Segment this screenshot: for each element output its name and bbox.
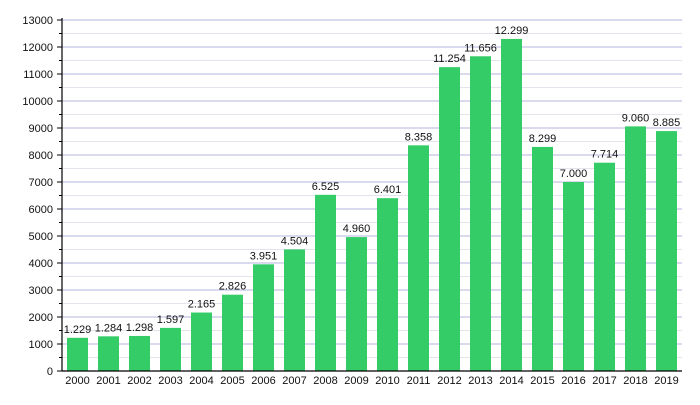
bar [594, 162, 615, 371]
bar [563, 182, 584, 371]
x-tick-label: 2016 [561, 375, 585, 387]
y-tick-label: 11000 [23, 69, 53, 81]
x-tick-label: 2007 [282, 375, 306, 387]
bar [191, 312, 212, 371]
x-tick-label: 2008 [313, 375, 337, 387]
bar [160, 327, 181, 371]
y-tick-label: 5000 [29, 231, 53, 243]
data-label: 7.000 [560, 168, 588, 180]
y-tick-label: 12000 [22, 42, 53, 54]
bar [315, 194, 336, 371]
bar [98, 336, 119, 371]
data-label: 8.885 [653, 117, 681, 129]
data-label: 12.299 [495, 25, 529, 37]
bar [346, 237, 367, 371]
data-label: 1.597 [157, 314, 185, 326]
bar [377, 198, 398, 371]
x-tick-label: 2003 [158, 375, 182, 387]
bars [67, 38, 677, 372]
y-tick-label: 0 [47, 366, 53, 378]
bar [625, 126, 646, 371]
data-label: 1.284 [95, 322, 123, 334]
data-label: 3.951 [250, 250, 278, 262]
y-tick-label: 9000 [29, 123, 53, 135]
y-tick-label: 3000 [29, 285, 53, 297]
bar [253, 264, 274, 371]
bar [67, 337, 88, 371]
y-tick-label: 4000 [29, 258, 53, 270]
data-label: 11.656 [464, 42, 497, 54]
x-tick-label: 2000 [65, 375, 89, 387]
x-tick-label: 2006 [251, 375, 275, 387]
data-label: 8.299 [529, 133, 557, 145]
x-tick-label: 2019 [654, 375, 678, 387]
x-tick-label: 2013 [468, 375, 492, 387]
y-tick-label: 1000 [29, 339, 53, 351]
x-tick-label: 2005 [220, 375, 244, 387]
x-tick-label: 2012 [437, 375, 461, 387]
bar [439, 67, 460, 371]
bar [501, 38, 522, 371]
x-tick-label: 2014 [499, 375, 523, 387]
x-tick-label: 2002 [127, 375, 151, 387]
x-tick-label: 2004 [189, 375, 213, 387]
axes [57, 18, 682, 372]
x-tick-label: 2015 [530, 375, 554, 387]
y-tick-label: 10000 [22, 96, 53, 108]
data-label: 9.060 [622, 112, 650, 124]
y-tick-label: 13000 [22, 15, 53, 27]
bar [656, 131, 677, 371]
x-tick-label: 2010 [375, 375, 399, 387]
data-label: 6.401 [374, 184, 402, 196]
bar [470, 56, 491, 372]
x-tick-label: 2018 [623, 375, 647, 387]
x-tick-label: 2001 [96, 375, 120, 387]
x-tick-label: 2011 [407, 375, 431, 387]
labels: 0 1000 2000 3000 4000 5000 6000 7000 8000 9000 100… [22, 15, 680, 387]
data-label: 4.504 [281, 235, 309, 247]
y-tick-label: 8000 [29, 150, 53, 162]
data-label: 4.960 [343, 223, 371, 235]
bar [129, 335, 150, 371]
data-label: 8.358 [405, 131, 433, 143]
bar [284, 249, 305, 371]
y-tick-label: 2000 [29, 312, 53, 324]
data-label: 6.525 [312, 181, 340, 193]
data-label: 1.229 [64, 324, 92, 336]
gridlines [62, 19, 682, 358]
x-tick-label: 2017 [592, 375, 616, 387]
bar [408, 145, 429, 371]
data-label: 7.714 [591, 149, 619, 161]
y-tick-label: 7000 [29, 177, 53, 189]
data-label: 2.165 [188, 299, 216, 311]
x-tick-label: 2009 [344, 375, 368, 387]
data-label: 11.254 [433, 53, 466, 65]
data-label: 1.298 [126, 322, 154, 334]
bar [532, 146, 553, 371]
y-tick-label: 6000 [29, 204, 53, 216]
bar [222, 294, 243, 371]
data-label: 2.826 [219, 281, 247, 293]
